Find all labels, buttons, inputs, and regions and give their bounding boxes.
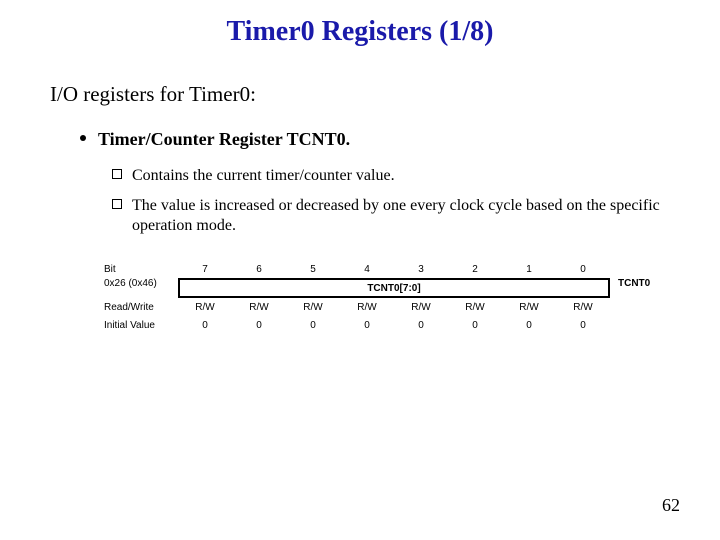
register-field-box: TCNT0[7:0]: [178, 278, 610, 298]
bit-num: 2: [448, 264, 502, 275]
init-cell: 0: [286, 320, 340, 331]
register-field-row: 0x26 (0x46) TCNT0[7:0] TCNT0: [104, 278, 664, 298]
init-cell: 0: [502, 320, 556, 331]
register-diagram: Bit 7 6 5 4 3 2 1 0 0x26 (0x46) TCNT0[7:…: [104, 260, 664, 334]
bit-num: 3: [394, 264, 448, 275]
rw-cell: R/W: [232, 302, 286, 313]
bit-num: 1: [502, 264, 556, 275]
row-label-addr: 0x26 (0x46): [104, 278, 178, 298]
rw-cell: R/W: [286, 302, 340, 313]
bit-num: 6: [232, 264, 286, 275]
bullet-square-icon: [112, 199, 122, 209]
init-cell: 0: [448, 320, 502, 331]
bullet-dot-icon: [80, 135, 86, 141]
intro-line: I/O registers for Timer0:: [50, 82, 680, 107]
rw-cell: R/W: [394, 302, 448, 313]
slide-title: Timer0 Registers (1/8): [40, 16, 680, 48]
row-label-init: Initial Value: [104, 320, 178, 331]
init-cell: 0: [232, 320, 286, 331]
bit-num: 5: [286, 264, 340, 275]
bullet-level2-b: The value is increased or decreased by o…: [112, 196, 680, 236]
page-number: 62: [662, 495, 680, 516]
rw-cell: R/W: [448, 302, 502, 313]
rw-cell: R/W: [178, 302, 232, 313]
register-init-row: Initial Value 0 0 0 0 0 0 0 0: [104, 316, 664, 334]
row-label-rw: Read/Write: [104, 302, 178, 313]
init-cell: 0: [394, 320, 448, 331]
register-name: TCNT0: [610, 278, 664, 298]
bit-num: 7: [178, 264, 232, 275]
init-cell: 0: [556, 320, 610, 331]
init-cell: 0: [178, 320, 232, 331]
rw-cell: R/W: [556, 302, 610, 313]
bullet2b-text: The value is increased or decreased by o…: [132, 197, 660, 234]
bullet2a-text: Contains the current timer/counter value…: [132, 167, 395, 184]
slide: Timer0 Registers (1/8) I/O registers for…: [0, 0, 720, 540]
init-cell: 0: [340, 320, 394, 331]
row-label-bit: Bit: [104, 264, 178, 275]
title-text: Timer0 Registers (1/8): [227, 16, 494, 47]
rw-cell: R/W: [340, 302, 394, 313]
rw-cell: R/W: [502, 302, 556, 313]
bullet1-text: Timer/Counter Register TCNT0.: [98, 129, 350, 149]
bit-num: 4: [340, 264, 394, 275]
bullet-level2-a: Contains the current timer/counter value…: [112, 166, 680, 186]
bullet-square-icon: [112, 169, 122, 179]
bullet-level1: Timer/Counter Register TCNT0.: [80, 129, 680, 150]
bit-num: 0: [556, 264, 610, 275]
register-bit-row: Bit 7 6 5 4 3 2 1 0: [104, 260, 664, 278]
register-rw-row: Read/Write R/W R/W R/W R/W R/W R/W R/W R…: [104, 298, 664, 316]
